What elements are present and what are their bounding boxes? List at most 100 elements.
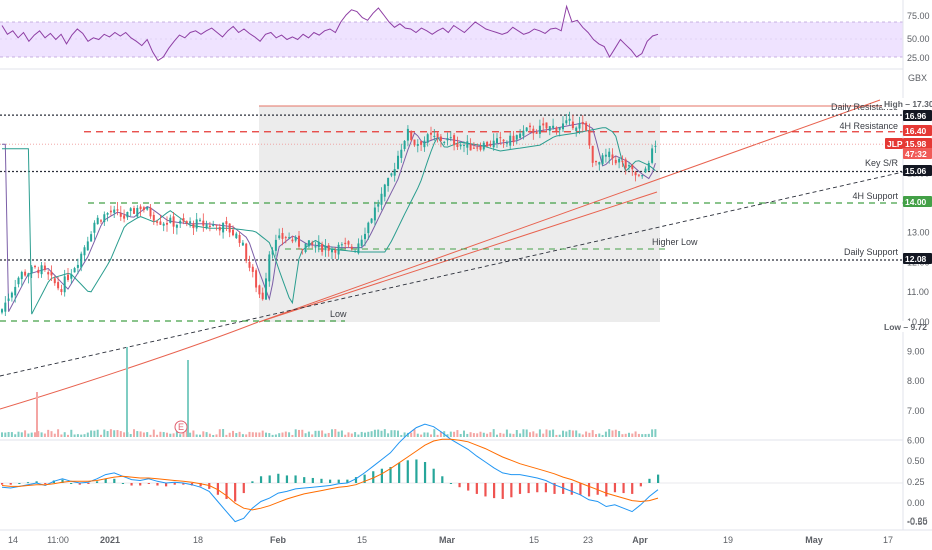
price-tick: 13.00 (907, 228, 930, 238)
volume-bar (585, 431, 588, 437)
volume-bar (212, 434, 215, 437)
candle-body (439, 136, 442, 141)
volume-bar (291, 434, 294, 437)
macd-hist-bar (242, 483, 245, 494)
candle-body (123, 215, 126, 219)
volume-bar (634, 431, 637, 437)
volume-bar (103, 429, 106, 437)
key-sr-tag: 15.06 (905, 166, 927, 176)
candle-body (397, 155, 399, 169)
volume-bar (555, 434, 558, 437)
volume-bar (1, 432, 3, 437)
volume-bar (651, 429, 654, 437)
volume-bar (314, 430, 317, 437)
candle-body (331, 248, 333, 253)
volume-bar (482, 432, 485, 437)
low-annotation: Low (330, 309, 347, 319)
volume-bar (535, 433, 538, 437)
candle-body (182, 218, 185, 222)
volume-bar (647, 433, 650, 437)
candle-body (162, 223, 165, 226)
macd-hist-bar (78, 483, 81, 485)
volume-bar (532, 431, 535, 437)
high-tag-bg (882, 98, 911, 109)
volume-bar (466, 433, 469, 437)
rsi-tick: 50.00 (907, 34, 930, 44)
volume-bar (373, 429, 376, 437)
candle-body (535, 131, 538, 134)
candle-body (585, 122, 588, 131)
volume-bar (96, 429, 99, 437)
time-label: Apr (632, 535, 648, 545)
candle-body (611, 154, 614, 159)
candle-body (228, 223, 231, 233)
volume-bar (317, 430, 320, 437)
candle-body (364, 233, 366, 240)
volume-bar (63, 432, 66, 437)
levels-layer: Daily Resistance 4H Resistance Key S/R 4H S… (0, 102, 903, 322)
candle-body (469, 144, 472, 151)
resistance-tag-bg (903, 125, 932, 136)
candle-body (255, 270, 258, 288)
candle-body (109, 210, 112, 213)
candle-body (453, 135, 456, 146)
candle-body (558, 127, 561, 130)
candle-body (459, 144, 462, 147)
candle-body (463, 144, 465, 146)
volume-bar (469, 432, 472, 437)
candle-body (142, 207, 145, 210)
volume-bar (93, 430, 96, 437)
volume-bar (565, 431, 568, 437)
earnings-marker[interactable] (174, 420, 188, 434)
volume-bar (344, 434, 347, 437)
support-tag-bg (903, 196, 932, 207)
macd-hist-bar (285, 475, 289, 483)
candle-body (27, 273, 30, 277)
volume-bar (548, 430, 551, 437)
candle-body (502, 139, 505, 142)
volume-bar (350, 433, 353, 437)
macd-hist-bar (363, 474, 366, 483)
macd-hist-bar (639, 483, 642, 487)
volume-bar (611, 430, 614, 437)
symbol-tag: JLP (887, 139, 903, 149)
macd-hist-bar (475, 483, 478, 494)
candle-body (119, 213, 122, 217)
volume-bar (284, 431, 287, 437)
volume-bar (106, 431, 109, 437)
volume-bar (265, 432, 267, 437)
time-label: May (805, 535, 823, 545)
volume-bar (146, 432, 149, 437)
macd-hist-bar (26, 482, 30, 484)
daily-support-tag-bg (903, 253, 932, 264)
volume-bar (581, 434, 584, 437)
volume-bar (218, 429, 221, 437)
macd-hist-bar (605, 483, 608, 497)
macd-hist-bar (156, 483, 159, 486)
candles-layer (1, 111, 657, 317)
macd-hist-bar (294, 475, 297, 483)
volume-bar (37, 431, 40, 437)
candle-body (423, 140, 426, 148)
candle-body (24, 271, 27, 276)
candle-body (522, 130, 525, 136)
volume-bar (453, 431, 456, 437)
volume-bar (166, 432, 168, 437)
volume-bar (80, 434, 83, 437)
candle-body (80, 253, 83, 268)
macd-hist-bar (104, 478, 107, 483)
candle-body (383, 184, 386, 197)
candle-body (146, 207, 149, 210)
key-sr-tag-bg (903, 165, 932, 176)
macd-hist-bar (536, 483, 539, 493)
higher-low-annotation: Higher Low (652, 237, 698, 247)
volume-bar (232, 430, 234, 437)
dashed-trendline (0, 171, 904, 377)
macd-hist-bar (449, 483, 453, 484)
macd-hist-bar (9, 483, 12, 485)
candle-body (271, 250, 274, 255)
candle-body (542, 123, 545, 126)
candle-body (208, 225, 211, 227)
candle-body (100, 220, 102, 222)
